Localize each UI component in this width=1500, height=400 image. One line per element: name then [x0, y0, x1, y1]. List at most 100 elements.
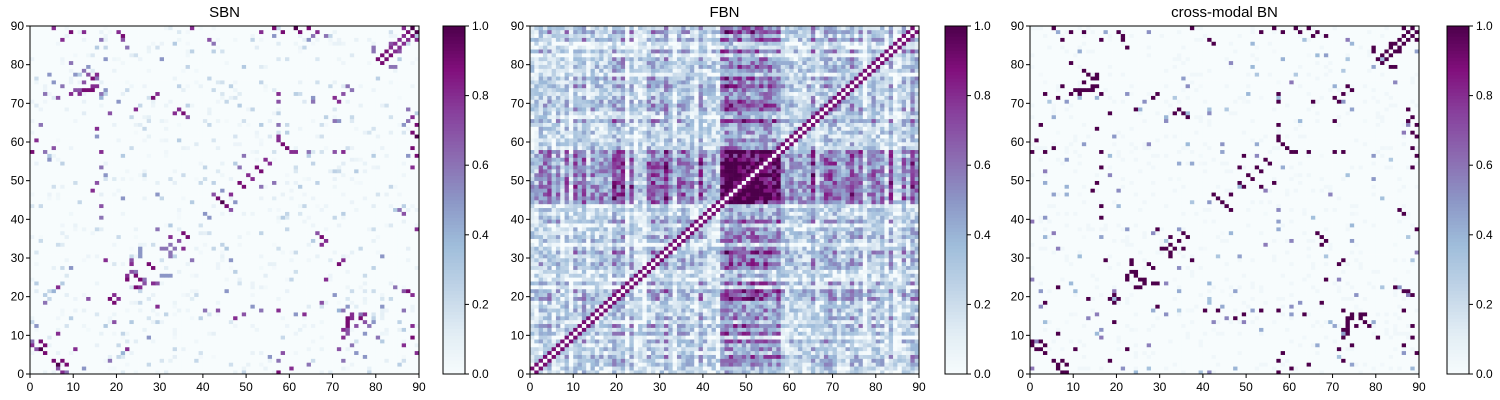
- heatmap-cell: [293, 288, 299, 294]
- heatmap-cell: [341, 230, 346, 236]
- heatmap-cell: [293, 192, 299, 197]
- heatmap-cell: [341, 285, 346, 290]
- heatmap-cell: [293, 238, 299, 243]
- heatmap-cell: [176, 157, 182, 162]
- heatmap-cell: [224, 246, 230, 251]
- heatmap-cell: [116, 350, 122, 355]
- heatmap-cell: [393, 184, 398, 189]
- heatmap-cell: [367, 180, 372, 185]
- heatmap-cell: [60, 362, 65, 367]
- heatmap-cell: [86, 312, 91, 317]
- heatmap-cell: [267, 292, 273, 297]
- heatmap-cell: [375, 207, 381, 212]
- heatmap-cell: [250, 319, 256, 325]
- heatmap-cell: [272, 172, 277, 178]
- heatmap-cell: [202, 219, 208, 224]
- heatmap-cell: [345, 269, 351, 274]
- heatmap-cell: [358, 366, 364, 371]
- heatmap-cell: [241, 238, 247, 243]
- heatmap-cell: [397, 165, 403, 170]
- heatmap-cell: [349, 223, 355, 228]
- heatmap-cell: [336, 211, 342, 216]
- heatmap-cell: [336, 300, 342, 305]
- heatmap-cell: [189, 292, 195, 297]
- heatmap-cell: [414, 200, 420, 205]
- heatmap-cell: [60, 366, 65, 371]
- heatmap-cell: [34, 211, 39, 216]
- heatmap-cell: [254, 343, 260, 348]
- heatmap-cell: [254, 288, 260, 294]
- heatmap-cell: [293, 281, 299, 286]
- heatmap-cell: [233, 215, 238, 220]
- heatmap-cell: [259, 323, 264, 328]
- heatmap-cell: [349, 238, 355, 243]
- heatmap-cell: [120, 250, 126, 255]
- heatmap-cell: [414, 223, 420, 228]
- heatmap-cell: [297, 269, 303, 274]
- heatmap-cell: [406, 265, 411, 270]
- heatmap-cell: [323, 219, 329, 224]
- heatmap-cell: [73, 230, 78, 236]
- heatmap-cell: [276, 192, 281, 197]
- heatmap-cell: [384, 285, 390, 290]
- heatmap-cell: [362, 288, 368, 294]
- heatmap-cell: [133, 211, 139, 216]
- heatmap-cell: [112, 265, 117, 270]
- heatmap-cell: [341, 327, 346, 332]
- heatmap-cell: [259, 196, 264, 201]
- heatmap-cell: [129, 308, 135, 313]
- heatmap-cell: [215, 254, 221, 259]
- heatmap-cell: [393, 300, 398, 305]
- heatmap-cell: [120, 362, 126, 367]
- heatmap-cell: [306, 323, 312, 328]
- heatmap-cell: [306, 300, 312, 305]
- heatmap-cell: [151, 370, 156, 375]
- heatmap-cell: [259, 288, 264, 294]
- heatmap-cell: [406, 277, 411, 282]
- heatmap-cell: [120, 223, 126, 228]
- heatmap-cell: [319, 288, 325, 294]
- heatmap-cell: [341, 343, 346, 348]
- heatmap-cell: [81, 304, 87, 309]
- heatmap-cell: [332, 188, 338, 193]
- heatmap-cell: [120, 273, 126, 278]
- heatmap-cell: [163, 319, 169, 325]
- heatmap-cell: [68, 370, 74, 375]
- heatmap-cell: [263, 281, 269, 286]
- heatmap-cell: [254, 223, 260, 228]
- heatmap-cell: [375, 223, 381, 228]
- heatmap-cell: [367, 296, 372, 301]
- heatmap-cell: [384, 254, 390, 259]
- heatmap-cell: [112, 312, 117, 317]
- heatmap-cell: [254, 265, 260, 270]
- heatmap-cell: [228, 288, 234, 294]
- heatmap-cell: [263, 292, 269, 297]
- heatmap-cell: [380, 285, 385, 290]
- heatmap-cell: [328, 192, 333, 197]
- heatmap-cell: [112, 203, 117, 209]
- heatmap-cell: [159, 296, 165, 301]
- heatmap-cell: [64, 238, 70, 243]
- heatmap-cell: [276, 343, 281, 348]
- heatmap-cell: [224, 238, 230, 243]
- heatmap-cell: [393, 296, 398, 301]
- heatmap-cell: [185, 312, 191, 317]
- heatmap-cell: [362, 327, 368, 332]
- heatmap-cell: [362, 339, 368, 344]
- heatmap-cell: [68, 265, 74, 270]
- heatmap-cell: [151, 269, 156, 274]
- heatmap-cell: [358, 300, 364, 305]
- heatmap-cell: [323, 227, 329, 232]
- heatmap-cell: [406, 319, 411, 325]
- heatmap-cell: [267, 285, 273, 290]
- heatmap-cell: [94, 242, 100, 247]
- heatmap-cell: [60, 157, 65, 162]
- heatmap-cell: [38, 358, 44, 363]
- heatmap-cell: [94, 327, 100, 332]
- heatmap-cell: [64, 234, 70, 239]
- heatmap-cell: [116, 230, 122, 236]
- heatmap-cell: [163, 246, 169, 251]
- heatmap-cell: [138, 258, 143, 263]
- heatmap-cell: [388, 308, 394, 313]
- heatmap-cell: [55, 261, 61, 267]
